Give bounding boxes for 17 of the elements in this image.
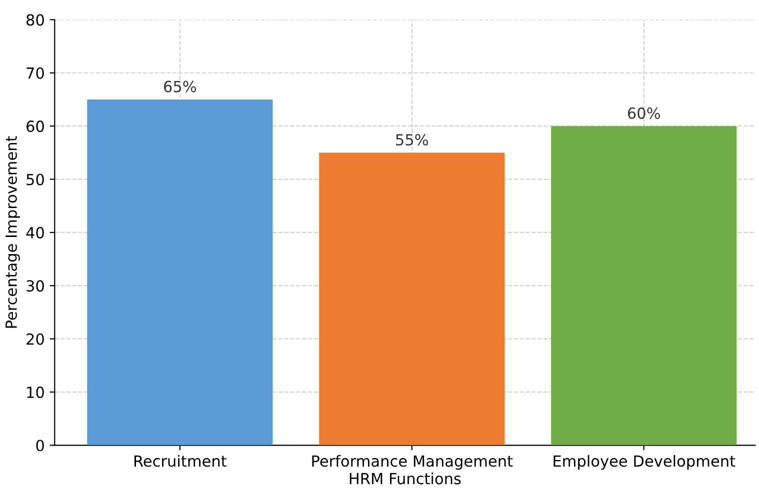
y-tick-label: 10 <box>27 386 44 398</box>
x-tick-label: Performance Management <box>312 454 513 470</box>
data-label: 55% <box>396 134 428 146</box>
x-axis-title: HRM Functions <box>350 472 461 484</box>
y-tick-label: 20 <box>26 333 44 345</box>
y-tick-label: 40 <box>26 226 44 238</box>
y-tick-label: 80 <box>26 14 44 26</box>
y-tick-label: 60 <box>26 120 44 132</box>
y-tick-label: 30 <box>26 280 44 292</box>
x-tick-label: Employee Development <box>554 454 736 470</box>
data-label: 60% <box>628 107 660 119</box>
y-tick-label: 70 <box>26 67 44 79</box>
y-axis-title: Percentage Improvement <box>6 136 20 328</box>
y-tick-label: 0 <box>36 440 44 452</box>
x-tick-label: Recruitment <box>134 454 226 467</box>
data-label: 65% <box>164 80 196 92</box>
y-tick-label: 50 <box>26 174 44 186</box>
